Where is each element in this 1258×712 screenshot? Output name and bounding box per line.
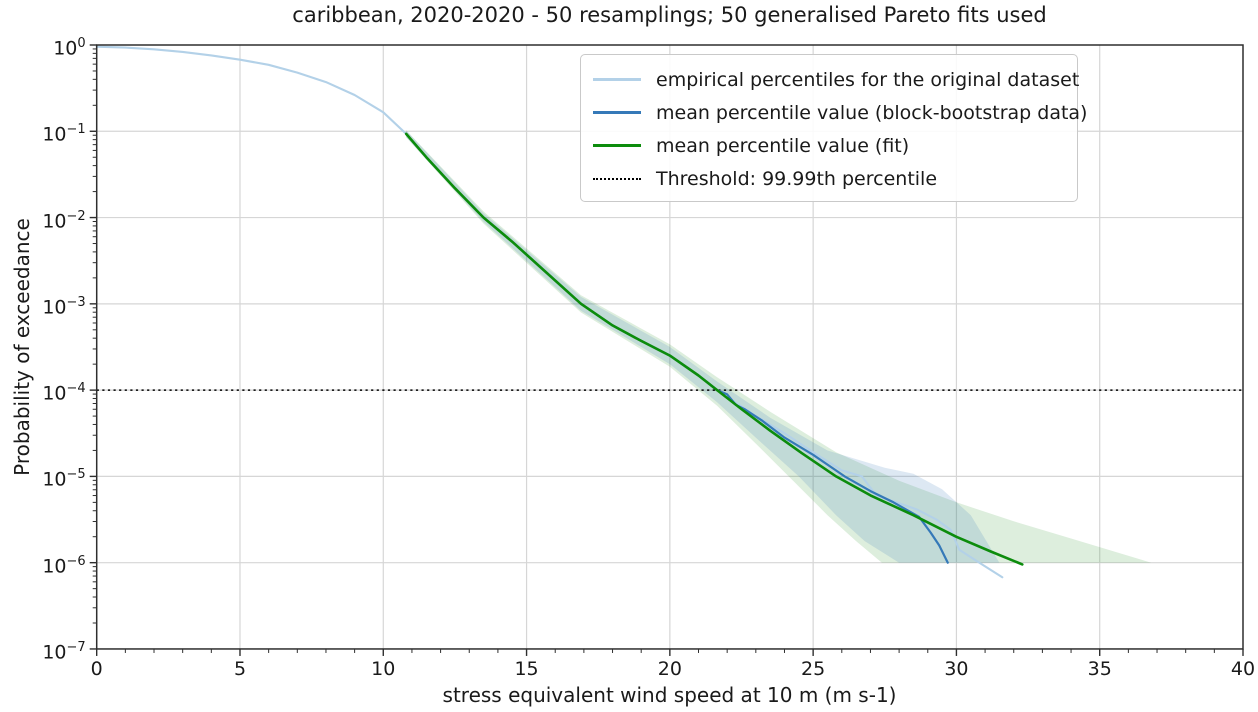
legend-label: mean percentile value (fit): [656, 134, 910, 157]
legend-label: mean percentile value (block-bootstrap d…: [656, 101, 1088, 124]
bootstrap-confidence-band: [406, 130, 1000, 563]
legend-dotted-line-icon: [593, 177, 641, 180]
legend-row: mean percentile value (block-bootstrap d…: [593, 97, 1087, 129]
legend-line-icon: [593, 111, 641, 114]
legend-row: mean percentile value (fit): [593, 130, 1065, 162]
legend-row: Threshold: 99.99th percentile: [593, 163, 1065, 195]
legend-label: empirical percentiles for the original d…: [656, 68, 1080, 91]
legend-line-icon: [593, 144, 641, 147]
x-axis-label: stress equivalent wind speed at 10 m (m …: [442, 683, 897, 707]
fit-mean-line: [404, 132, 1024, 566]
legend-row: empirical percentiles for the original d…: [593, 64, 1079, 96]
legend-line-icon: [593, 78, 641, 81]
chart-title: caribbean, 2020-2020 - 50 resamplings; 5…: [292, 3, 1047, 27]
legend: empirical percentiles for the original d…: [580, 54, 1087, 202]
legend-label: Threshold: 99.99th percentile: [656, 167, 938, 190]
